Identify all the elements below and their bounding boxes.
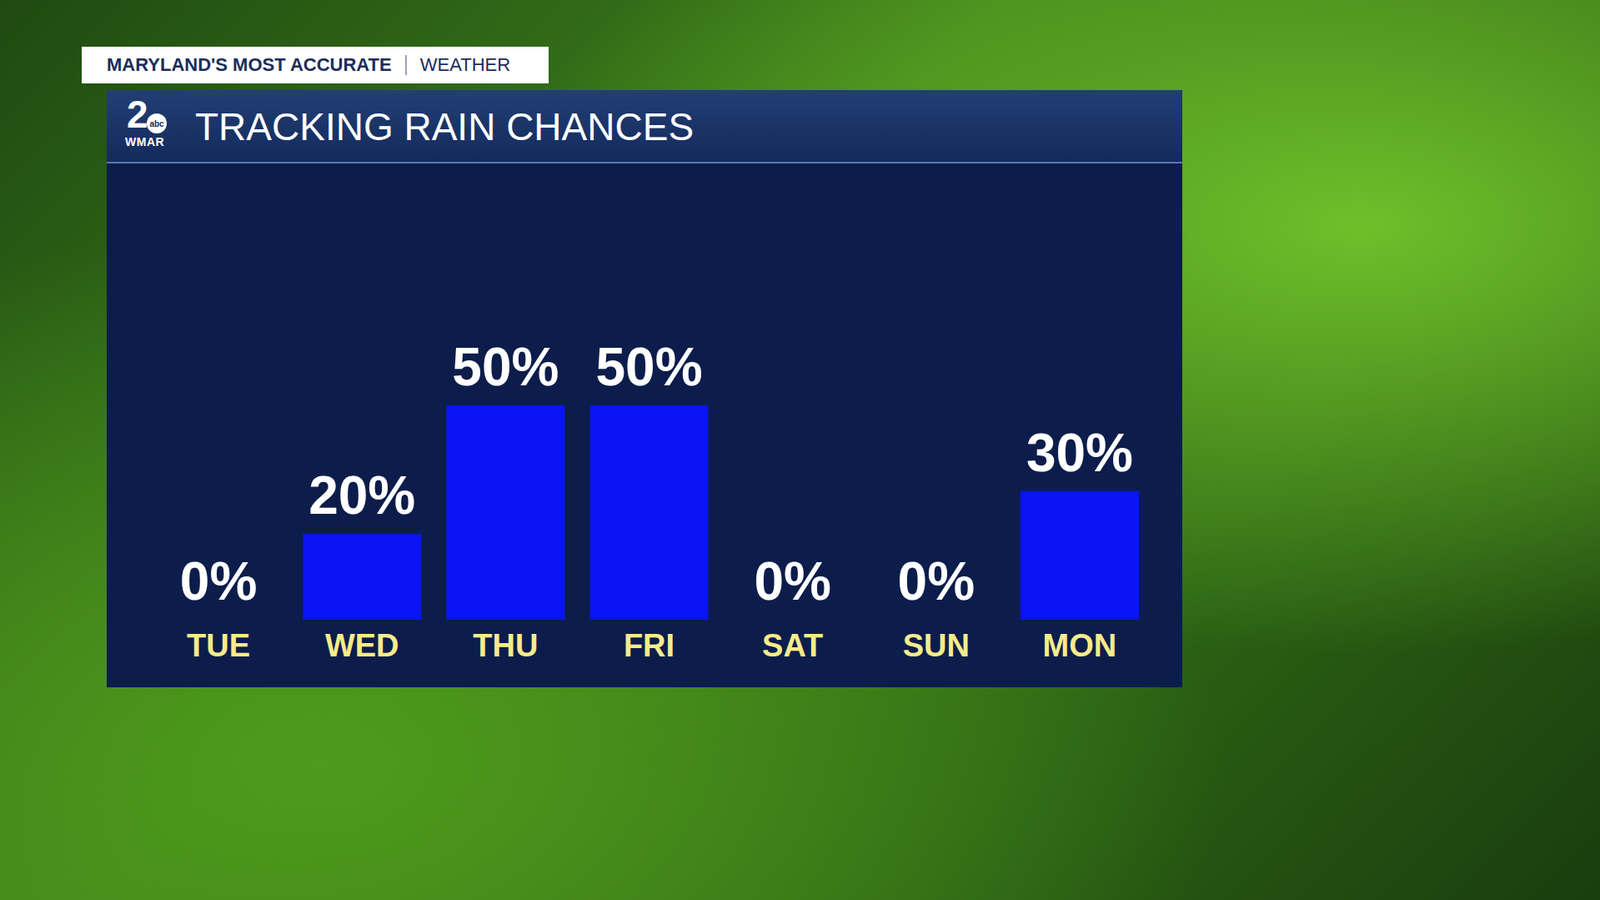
html-text:2: 2 <box>126 92 149 136</box>
svg-text:SAT: SAT <box>762 627 823 663</box>
svg-text:50%: 50% <box>451 336 559 397</box>
html-text:WEATHER: WEATHER <box>419 54 511 76</box>
svg-text:50%: 50% <box>595 336 703 397</box>
html-text:WMAR: WMAR <box>125 135 165 149</box>
svg-text:SUN: SUN <box>902 627 970 663</box>
svg-text:30%: 30% <box>1026 422 1134 483</box>
svg-text:0%: 0% <box>180 551 258 612</box>
svg-text:TUE: TUE <box>186 627 251 663</box>
html-text:TRACKING RAIN CHANCES: TRACKING RAIN CHANCES <box>195 105 694 149</box>
svg-text:FRI: FRI <box>623 627 675 663</box>
svg-text:THU: THU <box>472 627 538 663</box>
html-text:MARYLAND'S MOST ACCURATE: MARYLAND'S MOST ACCURATE <box>106 54 392 76</box>
html-text:abc: abc <box>149 118 164 128</box>
svg-text:MON: MON <box>1043 627 1118 663</box>
svg-text:0%: 0% <box>897 551 976 612</box>
svg-text:20%: 20% <box>308 465 416 526</box>
svg-text:0%: 0% <box>753 551 832 612</box>
svg-text:WED: WED <box>325 627 400 663</box>
